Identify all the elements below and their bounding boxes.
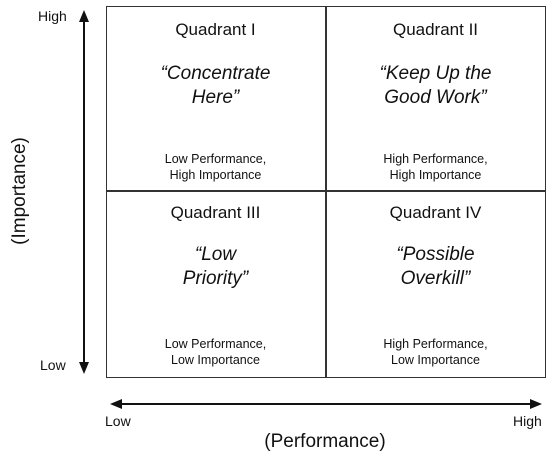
quadrant-slogan-line1: “Possible (396, 244, 475, 265)
quadrant-slogan-line2: Here” (191, 87, 240, 108)
y-axis-low-label: Low (40, 357, 66, 373)
y-axis-high-label: High (38, 8, 67, 24)
quadrant-desc-line2: Low Importance (391, 353, 480, 367)
x-axis-title: (Performance) (264, 431, 386, 452)
quadrant-1: Quadrant I “Concentrate Here” Low Perfor… (106, 6, 325, 190)
quadrant-desc-line2: High Importance (169, 168, 262, 182)
y-axis-title: (Importance) (9, 137, 30, 245)
quadrant-desc-line2: High Importance (389, 168, 482, 182)
grid-vertical-divider (325, 6, 327, 378)
quadrant-3: Quadrant III “Low Priority” Low Performa… (106, 191, 325, 377)
quadrant-title: Quadrant I (175, 20, 256, 39)
quadrant-title: Quadrant IV (389, 203, 482, 222)
quadrant-title: Quadrant III (170, 203, 261, 222)
x-axis-high-label: High (513, 413, 542, 429)
quadrant-slogan-line1: “Keep Up the (379, 63, 492, 84)
quadrant-slogan-line2: Priority” (182, 268, 249, 289)
grid-horizontal-divider (106, 190, 546, 192)
quadrant-slogan-line2: Good Work” (384, 87, 487, 108)
quadrant-4: Quadrant IV “Possible Overkill” High Per… (326, 191, 545, 377)
quadrant-2: Quadrant II “Keep Up the Good Work” High… (326, 6, 545, 190)
quadrant-desc-line1: High Performance, (383, 337, 488, 351)
y-axis-arrow (79, 10, 89, 374)
quadrant-desc-line2: Low Importance (171, 353, 260, 367)
quadrant-slogan-line1: “Low (194, 244, 237, 265)
quadrant-slogan-line2: Overkill” (400, 268, 471, 289)
x-axis-low-label: Low (105, 413, 131, 429)
x-axis-arrow (110, 399, 542, 409)
quadrant-desc-line1: Low Performance, (164, 337, 267, 351)
quadrant-title: Quadrant II (392, 20, 479, 39)
quadrant-desc-line1: High Performance, (383, 152, 488, 166)
quadrant-desc-line1: Low Performance, (164, 152, 267, 166)
quadrant-slogan-line1: “Concentrate (160, 63, 271, 84)
